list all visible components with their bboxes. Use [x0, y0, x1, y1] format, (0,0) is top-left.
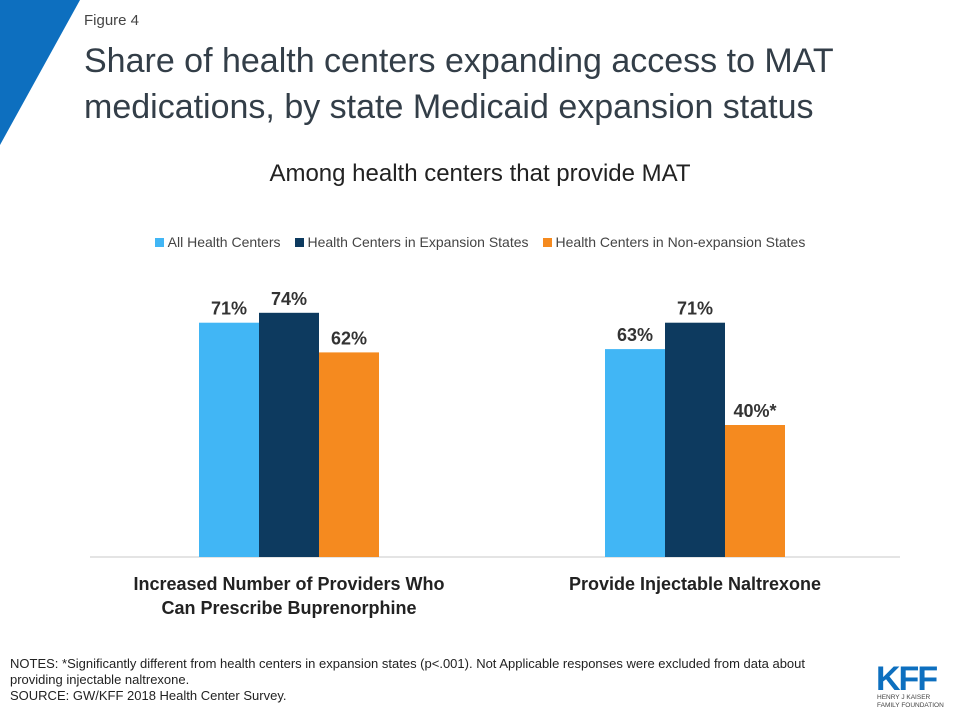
- legend-swatch-expansion: [294, 237, 304, 247]
- legend-label-expansion: Health Centers in Expansion States: [307, 234, 529, 250]
- legend-swatch-all: [154, 237, 164, 247]
- bar-all-2: [605, 349, 665, 557]
- legend-item-all: All Health Centers: [154, 234, 281, 250]
- bar-expansion-1: [259, 312, 319, 557]
- source-text: SOURCE: GW/KFF 2018 Health Center Survey…: [10, 688, 287, 703]
- category-label-2-line-1: Provide Injectable Naltrexone: [569, 574, 821, 594]
- category-label-1-line-2: Can Prescribe Buprenorphine: [161, 598, 416, 618]
- bar-nonexpansion-2: [725, 425, 785, 557]
- bar-all-1: [199, 322, 259, 557]
- bar-expansion-2: [665, 322, 725, 557]
- kff-logo: KFF HENRY J KAISER FAMILY FOUNDATION: [876, 660, 944, 709]
- category-label-1-line-1: Increased Number of Providers Who: [133, 574, 444, 594]
- figure-label: Figure 4: [84, 12, 140, 29]
- legend: All Health Centers Health Centers in Exp…: [0, 234, 960, 250]
- data-label-expansion-1: 74%: [271, 289, 307, 309]
- legend-label-all: All Health Centers: [167, 234, 281, 250]
- logo-line1: HENRY J KAISER: [877, 694, 931, 701]
- bar-nonexpansion-1: [319, 352, 379, 557]
- notes-text: NOTES: *Significantly different from hea…: [10, 656, 805, 687]
- data-label-nonexpansion-2: 40%*: [733, 401, 776, 421]
- logo-line2: FAMILY FOUNDATION: [877, 702, 944, 709]
- data-label-expansion-2: 71%: [677, 299, 713, 319]
- corner-accent: [0, 0, 80, 145]
- legend-item-nonexpansion: Health Centers in Non-expansion States: [542, 234, 806, 250]
- legend-swatch-nonexpansion: [542, 237, 552, 247]
- logo-mark: KFF: [876, 660, 937, 698]
- notes: NOTES: *Significantly different from hea…: [10, 656, 840, 704]
- data-label-all-1: 71%: [211, 299, 247, 319]
- data-label-all-2: 63%: [617, 325, 653, 345]
- data-label-nonexpansion-1: 62%: [331, 328, 367, 348]
- legend-label-nonexpansion: Health Centers in Non-expansion States: [555, 234, 806, 250]
- chart-subtitle: Among health centers that provide MAT: [269, 160, 691, 187]
- bar-chart: 71% 63% 74% 71% 62% 40%* Increased Number of P…: [90, 289, 900, 618]
- legend-item-expansion: Health Centers in Expansion States: [294, 234, 529, 250]
- chart-title: Share of health centers expanding access…: [84, 42, 834, 126]
